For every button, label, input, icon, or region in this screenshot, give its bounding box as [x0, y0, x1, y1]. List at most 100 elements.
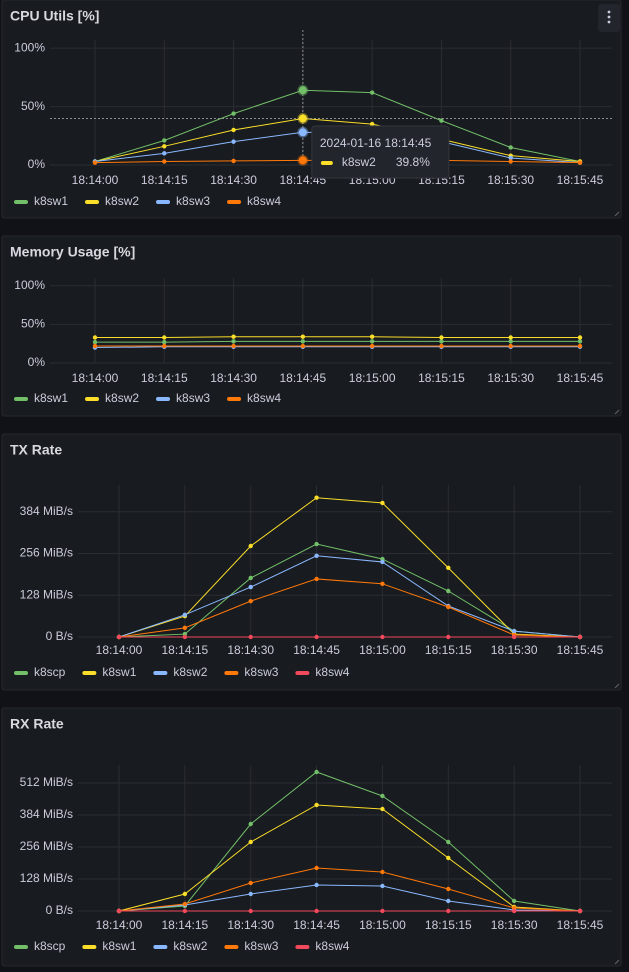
series-line	[94, 346, 580, 349]
x-tick-label: 18:15:15	[425, 918, 472, 932]
legend-item[interactable]: k8sw4	[295, 665, 350, 679]
data-point	[577, 335, 583, 340]
data-point	[162, 138, 167, 143]
legend-label: k8scp	[34, 939, 66, 953]
y-tick-label: 128 MiB/s	[20, 587, 73, 601]
legend-label: k8sw1	[102, 665, 136, 679]
x-tick-label: 18:14:30	[210, 173, 257, 187]
data-point	[577, 634, 583, 640]
y-tick-label: 0 B/s	[46, 629, 73, 643]
y-tick-label: 0 B/s	[46, 903, 73, 917]
data-point	[439, 335, 444, 340]
legend-swatch	[82, 945, 97, 949]
y-tick-label: 100%	[14, 278, 45, 292]
y-tick-label: 0%	[28, 355, 46, 369]
y-tick-label: 256 MiB/s	[20, 546, 73, 560]
data-point	[248, 839, 253, 845]
x-tick-label: 18:14:45	[293, 918, 340, 932]
data-point	[116, 908, 122, 914]
y-tick-label: 384 MiB/s	[20, 504, 73, 518]
data-point	[369, 334, 375, 339]
data-point	[439, 339, 444, 344]
legend-item[interactable]: k8sw3	[156, 194, 210, 208]
data-point	[162, 144, 167, 149]
data-point	[182, 634, 188, 640]
data-point	[446, 588, 451, 594]
data-point	[369, 90, 375, 95]
legend-swatch	[14, 200, 28, 204]
legend-label: k8sw4	[315, 665, 349, 679]
x-tick-label: 18:15:00	[359, 643, 406, 657]
resize-handle	[614, 683, 620, 689]
data-point	[446, 908, 451, 914]
legend-item[interactable]: k8sw1	[82, 939, 137, 953]
legend-item[interactable]: k8sw2	[153, 665, 208, 679]
data-point	[300, 334, 306, 339]
data-point	[248, 908, 253, 914]
tooltip-time: 2024-01-16 18:14:45	[320, 136, 432, 150]
x-tick-label: 18:15:45	[557, 371, 604, 385]
legend-item[interactable]: k8sw1	[14, 194, 68, 208]
x-tick-label: 18:14:15	[161, 643, 208, 657]
resize-handle	[614, 409, 620, 415]
legend-swatch	[153, 945, 168, 949]
legend-item[interactable]: k8sw4	[295, 939, 350, 953]
legend-label: k8sw2	[173, 939, 207, 953]
data-point	[380, 869, 385, 875]
legend-swatch	[227, 397, 242, 401]
x-tick-label: 18:14:00	[72, 173, 119, 187]
x-tick-label: 18:15:15	[425, 643, 472, 657]
legend-swatch	[156, 200, 171, 204]
data-point	[508, 145, 513, 150]
series-line	[118, 543, 581, 638]
y-tick-label: 512 MiB/s	[20, 775, 73, 789]
data-point	[182, 625, 188, 631]
data-point	[446, 839, 451, 845]
legend-label: k8sw3	[244, 939, 278, 953]
data-point	[380, 500, 385, 506]
legend-item[interactable]: k8sw2	[85, 194, 139, 208]
legend-item[interactable]: k8scp	[14, 939, 66, 953]
legend-label: k8sw2	[105, 391, 139, 405]
panel	[1, 235, 622, 417]
data-point	[314, 576, 319, 582]
data-point	[182, 891, 188, 897]
panel-menu[interactable]	[598, 4, 620, 32]
legend-item[interactable]: k8sw3	[224, 665, 279, 679]
data-point	[508, 335, 513, 340]
data-point	[162, 343, 167, 349]
menu-dot	[607, 15, 611, 19]
x-tick-label: 18:14:45	[293, 643, 340, 657]
panel	[1, 433, 622, 691]
legend-label: k8sw1	[34, 391, 68, 405]
panel	[1, 0, 622, 219]
legend-item[interactable]: k8sw3	[224, 939, 279, 953]
legend-item[interactable]: k8sw2	[153, 939, 208, 953]
legend-item[interactable]: k8sw3	[156, 391, 210, 405]
legend-item[interactable]: k8scp	[14, 665, 66, 679]
data-point	[369, 343, 375, 349]
legend-item[interactable]: k8sw2	[85, 391, 139, 405]
x-tick-label: 18:15:00	[349, 371, 396, 385]
data-point	[369, 339, 375, 344]
legend-label: k8sw1	[34, 194, 68, 208]
legend-item[interactable]: k8sw1	[82, 665, 137, 679]
legend-item[interactable]: k8sw1	[14, 391, 68, 405]
series-line	[94, 89, 581, 162]
x-tick-label: 18:14:30	[227, 643, 274, 657]
series-line	[118, 867, 581, 912]
legend-swatch	[85, 200, 100, 204]
series-line	[118, 884, 581, 912]
x-tick-label: 18:15:30	[491, 918, 538, 932]
legend-label: k8sw3	[176, 194, 210, 208]
data-point	[314, 865, 319, 871]
y-tick-label: 0%	[28, 157, 46, 171]
legend-item[interactable]: k8sw4	[227, 194, 281, 208]
data-point	[380, 806, 385, 812]
x-tick-label: 18:15:15	[418, 371, 465, 385]
legend-item[interactable]: k8sw4	[227, 391, 281, 405]
x-tick-label: 18:14:15	[141, 173, 188, 187]
data-point	[182, 908, 188, 914]
x-tick-label: 18:14:00	[96, 918, 143, 932]
